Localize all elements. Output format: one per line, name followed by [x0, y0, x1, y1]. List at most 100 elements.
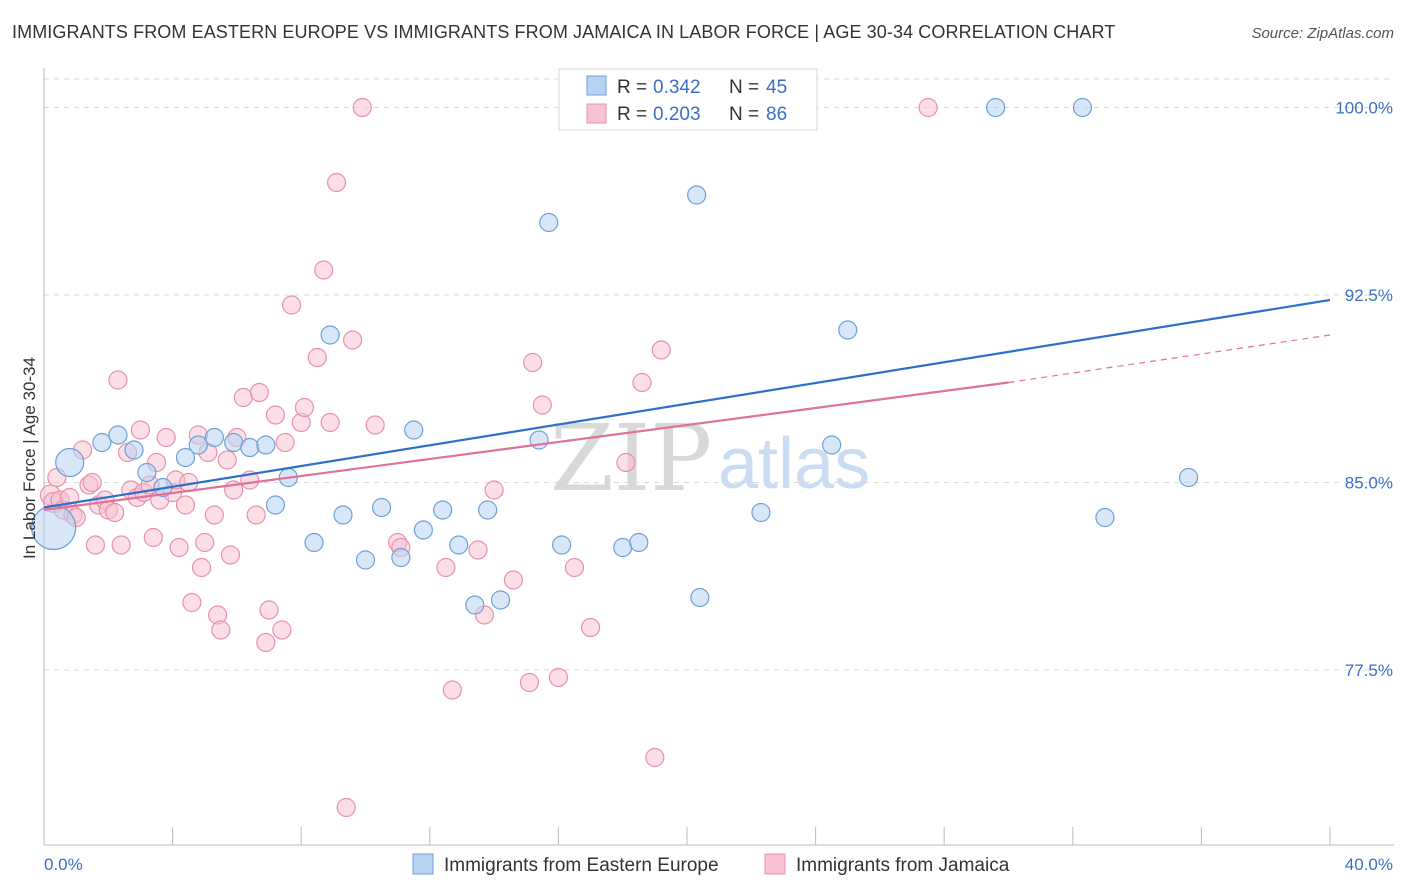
point-jamaica	[169, 537, 189, 558]
point-eastern-europe	[552, 535, 572, 555]
y-tick-label: 100.0%	[1335, 99, 1393, 118]
point-eastern-europe	[304, 532, 324, 553]
trend-lines	[43, 298, 1331, 512]
axes	[43, 68, 1394, 846]
point-jamaica	[651, 340, 671, 360]
point-eastern-europe	[391, 547, 411, 568]
point-jamaica	[307, 347, 327, 368]
point-jamaica	[275, 432, 295, 453]
point-eastern-europe	[1072, 97, 1093, 118]
point-eastern-europe	[629, 532, 649, 553]
point-eastern-europe	[490, 590, 511, 610]
bottom-legend-swatch-blue	[412, 853, 434, 875]
point-eastern-europe	[333, 505, 353, 525]
point-eastern-europe	[265, 495, 286, 515]
point-eastern-europe	[404, 420, 424, 440]
point-eastern-europe	[137, 462, 157, 483]
series-legend: Immigrants from Eastern Europe Immigrant…	[412, 853, 1010, 876]
point-jamaica	[85, 535, 106, 555]
point-eastern-europe	[92, 432, 112, 453]
legend-n-value-2: 86	[766, 104, 787, 125]
y-tick-label: 85.0%	[1345, 474, 1393, 493]
y-tick-label: 77.5%	[1345, 661, 1393, 680]
point-jamaica	[365, 415, 385, 435]
point-eastern-europe	[124, 440, 144, 460]
point-jamaica	[175, 495, 196, 515]
point-jamaica	[616, 452, 636, 473]
point-eastern-europe	[822, 435, 842, 455]
x-tick-label-min: 0.0%	[44, 855, 83, 874]
point-jamaica	[233, 387, 253, 408]
point-eastern-europe	[55, 447, 85, 478]
point-jamaica	[211, 620, 231, 640]
trend-line-jamaica-extension	[1008, 334, 1331, 384]
point-jamaica	[105, 502, 125, 523]
point-eastern-europe	[690, 587, 710, 608]
point-jamaica	[294, 397, 315, 418]
point-eastern-europe	[687, 185, 707, 205]
point-jamaica	[918, 97, 938, 118]
point-eastern-europe	[175, 447, 196, 468]
point-jamaica	[191, 557, 212, 578]
point-jamaica	[442, 680, 462, 700]
y-axis-title: In Labor Force | Age 30-34	[20, 357, 39, 559]
point-jamaica	[204, 505, 224, 525]
grid-lines	[44, 78, 1394, 671]
y-tick-labels: 77.5% 85.0% 92.5% 100.0%	[1335, 99, 1393, 681]
point-jamaica	[343, 330, 363, 350]
legend-r-label-1: R =	[617, 77, 647, 98]
series-eastern-europe-points	[31, 97, 1199, 615]
point-jamaica	[246, 505, 266, 525]
point-eastern-europe	[613, 537, 633, 558]
x-tick-labels: 0.0% 40.0%	[44, 855, 1393, 874]
point-jamaica	[484, 480, 504, 500]
chart-title: IMMIGRANTS FROM EASTERN EUROPE VS IMMIGR…	[12, 22, 1116, 42]
point-jamaica	[468, 540, 488, 560]
bottom-legend-label-pink: Immigrants from Jamaica	[796, 855, 1010, 876]
point-eastern-europe	[371, 497, 392, 518]
point-jamaica	[82, 472, 102, 493]
point-jamaica	[436, 557, 456, 578]
point-eastern-europe	[355, 550, 376, 570]
point-jamaica	[249, 382, 270, 403]
point-eastern-europe	[1178, 467, 1199, 488]
legend-n-value-1: 45	[766, 77, 787, 98]
point-eastern-europe	[320, 325, 340, 345]
point-eastern-europe	[240, 437, 260, 458]
bottom-legend-swatch-pink	[764, 853, 786, 875]
point-jamaica	[632, 372, 652, 393]
point-jamaica	[111, 535, 131, 555]
point-eastern-europe	[413, 520, 433, 540]
point-eastern-europe	[108, 425, 128, 445]
point-jamaica	[195, 532, 215, 553]
point-eastern-europe	[188, 435, 208, 455]
trend-line-eastern-europe	[43, 298, 1331, 509]
legend-n-label-2: N =	[729, 104, 759, 125]
point-jamaica	[519, 672, 540, 693]
point-jamaica	[314, 260, 334, 280]
legend-swatch-pink	[586, 103, 607, 124]
point-eastern-europe	[838, 320, 858, 340]
point-jamaica	[336, 797, 356, 818]
point-jamaica	[352, 97, 372, 118]
point-jamaica	[580, 617, 601, 638]
point-eastern-europe	[256, 435, 276, 455]
point-jamaica	[220, 545, 241, 565]
point-eastern-europe	[224, 432, 244, 453]
x-tick-label-max: 40.0%	[1345, 855, 1393, 874]
correlation-legend: R = 0.342 N = 45 R = 0.203 N = 86	[558, 68, 818, 131]
point-jamaica	[523, 352, 543, 373]
trend-line-jamaica	[43, 381, 1009, 512]
point-jamaica	[272, 620, 292, 640]
point-jamaica	[548, 667, 569, 688]
point-eastern-europe	[449, 535, 469, 555]
point-jamaica	[143, 527, 163, 548]
point-jamaica	[217, 450, 237, 470]
legend-r-value-2: 0.203	[653, 104, 701, 125]
chart-source: Source: ZipAtlas.com	[1251, 25, 1394, 42]
point-eastern-europe	[478, 500, 498, 520]
point-jamaica	[532, 395, 552, 415]
point-eastern-europe	[204, 427, 224, 448]
bottom-legend-label-blue: Immigrants from Eastern Europe	[444, 855, 719, 876]
